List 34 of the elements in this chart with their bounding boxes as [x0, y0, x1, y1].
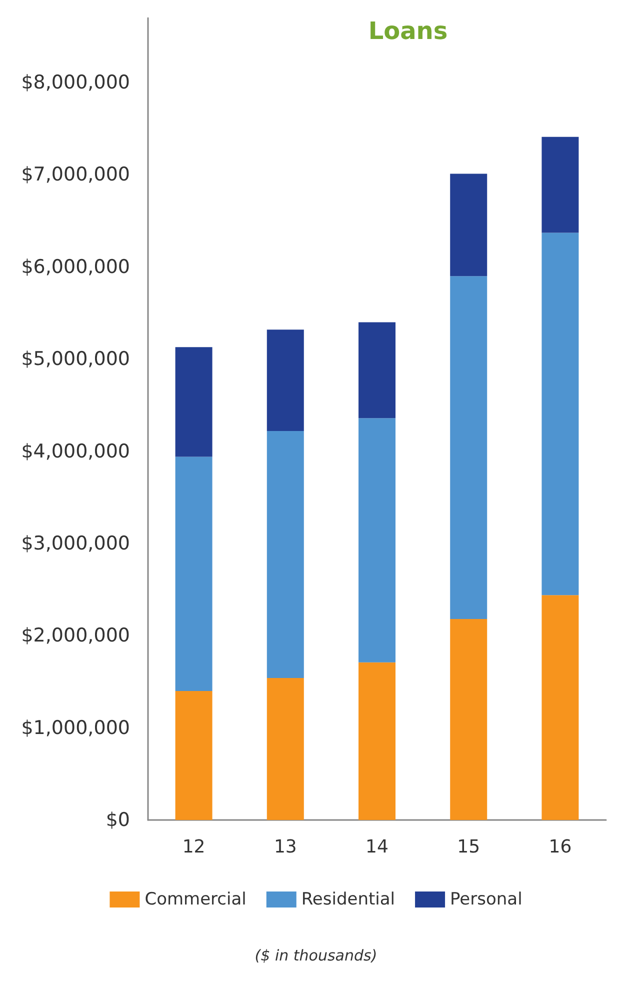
- bar: [175, 456, 212, 691]
- bar: [358, 418, 396, 662]
- bar: [266, 678, 304, 820]
- y-tick-label: $2,000,000: [21, 624, 130, 647]
- y-tick-label: $6,000,000: [21, 256, 130, 278]
- bar: [450, 619, 488, 820]
- x-tick-label: 15: [457, 836, 480, 858]
- chart-title: Loans: [368, 17, 448, 45]
- bar: [542, 595, 579, 820]
- bar: [542, 136, 579, 233]
- bar: [175, 347, 212, 457]
- bar: [358, 322, 396, 418]
- x-tick-label: 16: [548, 836, 572, 858]
- legend-label: Personal: [450, 890, 522, 910]
- y-tick-label: $1,000,000: [21, 716, 130, 739]
- bar: [542, 232, 579, 596]
- y-tick-label: $8,000,000: [21, 72, 130, 94]
- bar: [358, 662, 396, 820]
- y-tick-label: $4,000,000: [21, 440, 130, 462]
- y-tick-label: $3,000,000: [21, 532, 130, 554]
- bar: [266, 330, 304, 431]
- text: ($ in thousands): [254, 946, 378, 964]
- bar: [266, 430, 304, 678]
- y-tick-label: $0: [106, 809, 130, 831]
- legend-label: Residential: [301, 890, 396, 910]
- legend-label: Commercial: [144, 890, 246, 910]
- x-tick-label: 14: [366, 836, 388, 858]
- y-tick-label: $5,000,000: [21, 348, 130, 370]
- bar: [450, 174, 488, 276]
- x-tick-label: 13: [274, 836, 297, 858]
- x-tick-label: 12: [182, 836, 206, 858]
- bar: [175, 690, 212, 820]
- bar: [450, 276, 488, 620]
- y-tick-label: $7,000,000: [21, 164, 130, 186]
